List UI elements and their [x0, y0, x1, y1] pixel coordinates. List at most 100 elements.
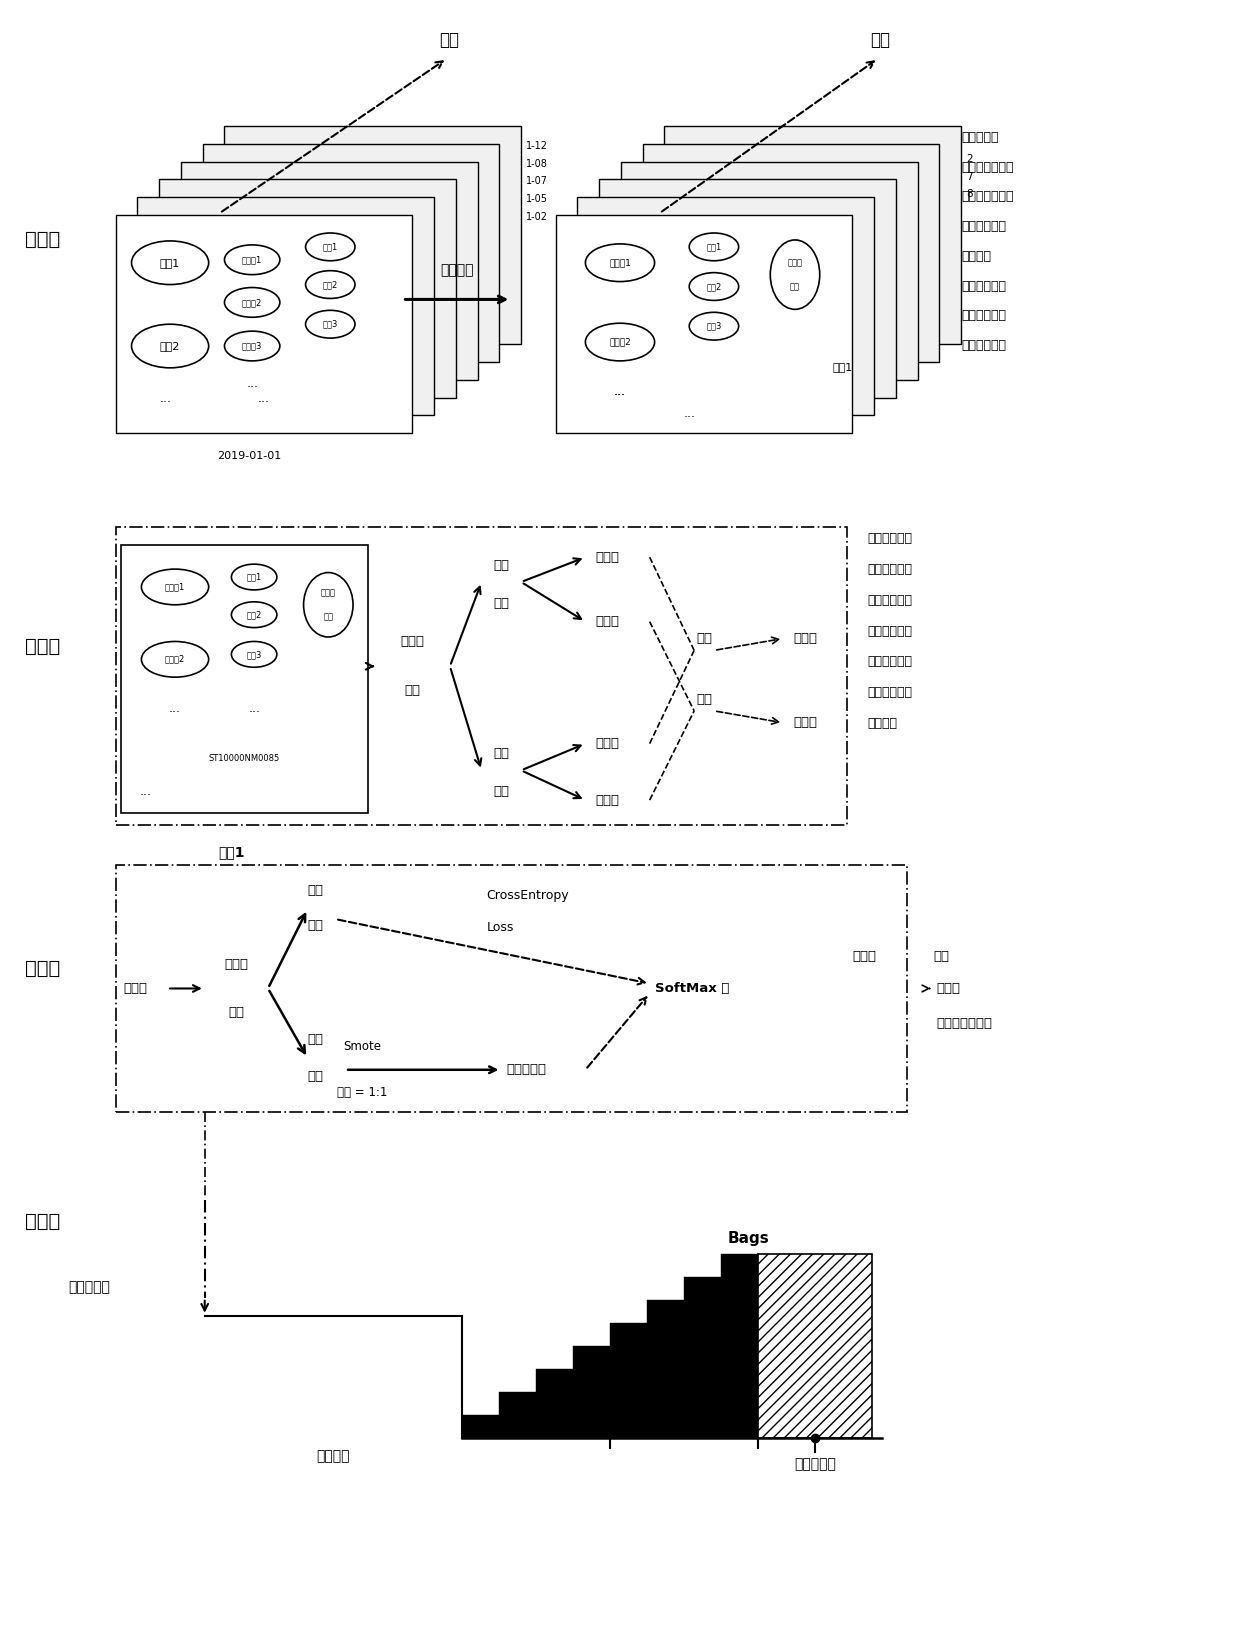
Text: 1-07: 1-07 — [526, 177, 548, 187]
FancyBboxPatch shape — [498, 1391, 536, 1438]
Text: 样本在火车数: 样本在火车数 — [867, 655, 913, 668]
Text: 的特性，: 的特性， — [961, 250, 991, 263]
Text: 创建模型维度；: 创建模型维度； — [961, 190, 1013, 203]
Text: 损失: 损失 — [934, 951, 950, 964]
Text: 数据: 数据 — [404, 684, 420, 697]
Text: 数据预处理：: 数据预处理： — [867, 533, 913, 546]
Text: Loss: Loss — [486, 921, 513, 934]
Ellipse shape — [689, 312, 739, 340]
FancyBboxPatch shape — [536, 1368, 573, 1438]
FancyBboxPatch shape — [202, 143, 500, 362]
Ellipse shape — [689, 232, 739, 260]
FancyBboxPatch shape — [722, 1254, 759, 1438]
Text: 步骤一: 步骤一 — [25, 231, 60, 249]
Ellipse shape — [224, 288, 280, 317]
Ellipse shape — [305, 310, 355, 338]
Ellipse shape — [305, 271, 355, 299]
Text: 故障: 故障 — [308, 1034, 324, 1046]
Text: 打乱: 打乱 — [696, 632, 712, 645]
Text: 步骤四: 步骤四 — [25, 1212, 60, 1232]
Text: 已工作: 已工作 — [321, 588, 336, 598]
Text: 样本: 样本 — [308, 920, 324, 933]
FancyBboxPatch shape — [159, 179, 456, 398]
FancyBboxPatch shape — [573, 1346, 610, 1438]
Text: 据和测试数据: 据和测试数据 — [867, 686, 913, 699]
Ellipse shape — [585, 244, 655, 281]
Text: 硬盘2: 硬盘2 — [160, 341, 180, 351]
FancyBboxPatch shape — [684, 1277, 722, 1438]
FancyBboxPatch shape — [621, 161, 918, 380]
Ellipse shape — [304, 572, 353, 637]
Text: 中分开。: 中分开。 — [867, 717, 898, 730]
Text: 特征1: 特征1 — [322, 242, 339, 252]
Text: 序列号3: 序列号3 — [242, 341, 263, 351]
Text: 特征2: 特征2 — [322, 280, 339, 289]
Text: 创建数据功能；: 创建数据功能； — [961, 161, 1013, 174]
FancyBboxPatch shape — [759, 1254, 872, 1438]
Text: ...: ... — [139, 785, 151, 798]
Text: 训练集: 训练集 — [595, 551, 619, 564]
FancyBboxPatch shape — [665, 125, 961, 344]
Text: 特征1: 特征1 — [247, 572, 262, 582]
Text: 用同一系列的: 用同一系列的 — [961, 280, 1006, 292]
Text: 正常: 正常 — [308, 884, 324, 897]
Text: 模型: 模型 — [870, 31, 890, 49]
Text: 确保小数据的: 确保小数据的 — [867, 624, 913, 637]
Text: 特征3: 特征3 — [707, 322, 722, 331]
Text: 2: 2 — [966, 154, 972, 164]
FancyBboxPatch shape — [610, 1323, 647, 1438]
FancyBboxPatch shape — [599, 179, 895, 398]
Text: 日期: 日期 — [439, 31, 459, 49]
FancyBboxPatch shape — [461, 1415, 498, 1438]
Text: 缺失的数据。: 缺失的数据。 — [961, 340, 1006, 353]
Text: Smote: Smote — [343, 1040, 381, 1053]
Text: ...: ... — [248, 702, 260, 715]
Text: 特征2: 特征2 — [247, 611, 262, 619]
Text: Bags: Bags — [728, 1232, 769, 1246]
Text: 8: 8 — [966, 190, 972, 200]
Text: 步骤三: 步骤三 — [25, 959, 60, 978]
Text: ...: ... — [247, 377, 258, 390]
Text: ...: ... — [159, 392, 171, 405]
Text: 数据重构：: 数据重构： — [961, 132, 998, 145]
FancyBboxPatch shape — [115, 864, 906, 1113]
Ellipse shape — [131, 325, 208, 367]
Text: 打乱: 打乱 — [696, 692, 712, 705]
Text: CrossEntropy: CrossEntropy — [486, 889, 569, 902]
Ellipse shape — [141, 642, 208, 678]
Text: 过采样数据: 过采样数据 — [506, 1063, 547, 1076]
Ellipse shape — [585, 323, 655, 361]
Text: 序列号2: 序列号2 — [242, 297, 263, 307]
Ellipse shape — [224, 332, 280, 361]
Text: ...: ... — [614, 385, 626, 398]
Ellipse shape — [689, 273, 739, 301]
FancyBboxPatch shape — [181, 161, 477, 380]
Text: 比例 = 1:1: 比例 = 1:1 — [337, 1086, 388, 1098]
Ellipse shape — [232, 564, 277, 590]
Text: 故障时间点: 故障时间点 — [795, 1458, 836, 1472]
FancyBboxPatch shape — [578, 197, 874, 416]
Text: 硬盘1: 硬盘1 — [832, 362, 853, 372]
Text: 1-12: 1-12 — [526, 141, 548, 151]
Text: 正常: 正常 — [494, 559, 510, 572]
FancyBboxPatch shape — [115, 214, 413, 434]
Text: 和测试数据，: 和测试数据， — [867, 593, 913, 606]
Text: 样本: 样本 — [494, 596, 510, 609]
Text: ...: ... — [683, 406, 696, 419]
Text: 特征2: 特征2 — [707, 283, 722, 291]
Text: 创建训练数据: 创建训练数据 — [867, 564, 913, 577]
FancyBboxPatch shape — [556, 214, 852, 434]
Text: 时间: 时间 — [790, 283, 800, 291]
Text: 1-05: 1-05 — [526, 195, 548, 205]
Text: 7: 7 — [966, 172, 972, 182]
Text: 序列号1: 序列号1 — [165, 582, 185, 592]
Text: 步骤二: 步骤二 — [25, 637, 60, 656]
Text: 测试集数据: 测试集数据 — [68, 1280, 110, 1294]
Text: 序列号2: 序列号2 — [609, 338, 631, 346]
Text: 不平衡: 不平衡 — [401, 635, 424, 648]
Text: 准确率: 准确率 — [936, 982, 961, 994]
Text: 特征3: 特征3 — [247, 650, 262, 658]
FancyBboxPatch shape — [642, 143, 940, 362]
Text: 故障: 故障 — [494, 748, 510, 760]
Ellipse shape — [232, 601, 277, 627]
